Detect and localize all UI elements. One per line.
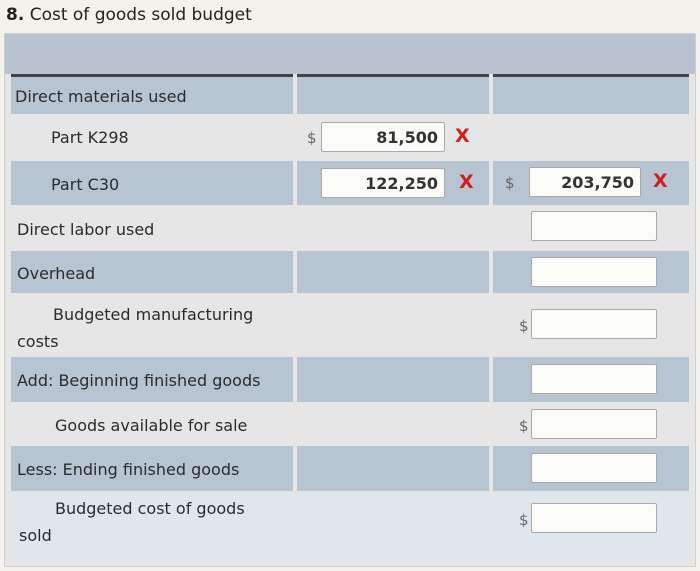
beginning-finished-goods-input[interactable] xyxy=(531,364,657,394)
budget-table: Direct materials used Part K298 $ X Part… xyxy=(4,33,696,567)
table-row: Direct labor used xyxy=(5,205,695,251)
table-row: Budgeted manufacturing costs $ xyxy=(5,293,695,357)
table-header xyxy=(5,34,695,74)
ending-finished-goods-input[interactable] xyxy=(531,453,657,483)
page-title: 8. Cost of goods sold budget xyxy=(6,5,252,25)
dollar-sign: $ xyxy=(307,129,317,147)
direct-materials-total-input[interactable] xyxy=(529,167,641,197)
dollar-sign: $ xyxy=(505,174,515,192)
part-c30-input[interactable] xyxy=(321,168,445,198)
overhead-input[interactable] xyxy=(531,257,657,287)
table-row: Overhead xyxy=(5,251,695,293)
row-label-overhead: Overhead xyxy=(17,264,96,283)
table-row: Goods available for sale $ xyxy=(5,402,695,446)
goods-available-input[interactable] xyxy=(531,409,657,439)
row-label-beginning-finished-goods: Add: Beginning finished goods xyxy=(17,371,261,390)
row-label-part-c30: Part C30 xyxy=(51,175,120,194)
dollar-sign: $ xyxy=(519,417,529,435)
row-label-direct-labor: Direct labor used xyxy=(17,220,155,239)
table-row: Part K298 $ X xyxy=(5,114,695,161)
table-row: Part C30 X $ X xyxy=(5,161,695,205)
table-row: Less: Ending finished goods xyxy=(5,446,695,491)
table-row: Add: Beginning finished goods xyxy=(5,357,695,402)
incorrect-x-icon: X xyxy=(459,171,474,193)
table-row: Direct materials used xyxy=(5,77,695,114)
row-label-direct-materials: Direct materials used xyxy=(15,87,187,106)
dollar-sign: $ xyxy=(519,511,529,529)
row-label-ending-finished-goods: Less: Ending finished goods xyxy=(17,460,240,479)
row-label-sold: sold xyxy=(19,526,52,545)
dollar-sign: $ xyxy=(519,317,529,335)
incorrect-x-icon: X xyxy=(653,170,668,192)
row-label-budgeted-manufacturing: Budgeted manufacturing xyxy=(53,305,254,324)
row-label-costs: costs xyxy=(17,332,59,351)
part-k298-input[interactable] xyxy=(321,122,445,152)
budgeted-manufacturing-costs-input[interactable] xyxy=(531,309,657,339)
row-label-budgeted-cost: Budgeted cost of goods xyxy=(55,499,245,518)
incorrect-x-icon: X xyxy=(455,125,470,147)
row-label-part-k298: Part K298 xyxy=(51,128,129,147)
table-row: Budgeted cost of goods sold $ xyxy=(5,491,695,561)
budgeted-cost-of-goods-sold-input[interactable] xyxy=(531,503,657,533)
row-label-goods-available: Goods available for sale xyxy=(55,416,248,435)
direct-labor-input[interactable] xyxy=(531,211,657,241)
